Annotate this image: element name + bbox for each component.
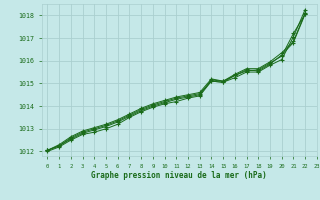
- X-axis label: Graphe pression niveau de la mer (hPa): Graphe pression niveau de la mer (hPa): [91, 171, 267, 180]
